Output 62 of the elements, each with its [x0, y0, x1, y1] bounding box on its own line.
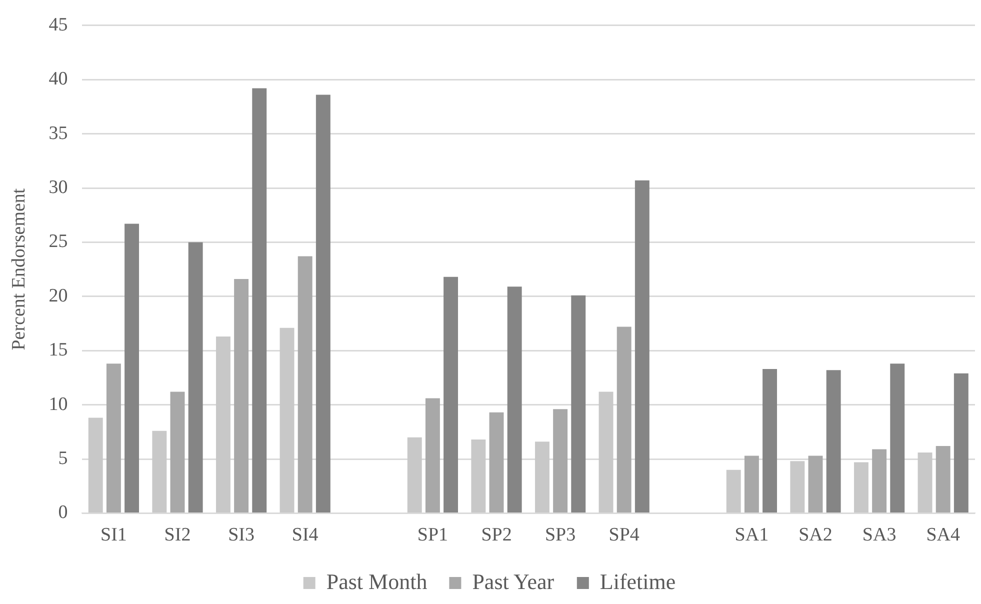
- bar: [936, 446, 950, 512]
- x-tick-label: SI1: [100, 524, 127, 546]
- y-tick-label: 45: [48, 14, 68, 36]
- y-tick-label: 0: [58, 502, 68, 524]
- bar: [188, 242, 203, 512]
- bar: [489, 412, 504, 512]
- y-tick-label: 40: [48, 68, 68, 90]
- bar: [598, 392, 614, 512]
- y-tick-label: 30: [48, 176, 68, 198]
- bar: [316, 94, 330, 512]
- bar: [507, 286, 522, 512]
- legend-label: Lifetime: [600, 568, 676, 594]
- bar: [252, 88, 267, 512]
- bar: [872, 449, 887, 512]
- bar: [298, 256, 312, 512]
- bar: [854, 462, 868, 512]
- bar: [106, 364, 121, 512]
- bar: [808, 456, 823, 512]
- bar: [425, 398, 440, 512]
- x-tick-label: SA3: [862, 524, 896, 546]
- bar: [954, 373, 968, 512]
- y-tick-label: 5: [58, 448, 68, 469]
- bar: [88, 418, 103, 512]
- x-tick-label: SP3: [544, 524, 576, 546]
- x-tick-label: SI2: [164, 524, 191, 546]
- bar: [553, 409, 568, 512]
- bar: [124, 224, 140, 512]
- bar: [234, 279, 249, 512]
- bar: [152, 430, 167, 512]
- y-tick-label: 20: [48, 285, 68, 306]
- bar: [616, 326, 632, 512]
- bar: [170, 392, 185, 512]
- bar: [634, 180, 650, 512]
- bar: [726, 470, 741, 512]
- bar: [790, 461, 805, 512]
- x-tick-label: SA2: [798, 524, 832, 546]
- bar: [762, 369, 778, 512]
- bar: [890, 364, 905, 512]
- legend-label: Past Month: [326, 568, 428, 594]
- x-tick-label: SP4: [608, 524, 640, 546]
- x-tick-label: SP2: [481, 524, 512, 546]
- x-tick-label: SA4: [926, 524, 960, 546]
- y-tick-label: 25: [48, 231, 68, 252]
- legend-label: Past Year: [472, 568, 555, 594]
- x-tick-label: SI4: [292, 524, 319, 546]
- bar: [826, 370, 841, 512]
- bar: [280, 328, 294, 512]
- x-tick-label: SP1: [417, 524, 448, 546]
- bar: [444, 276, 458, 512]
- y-tick-label: 10: [48, 394, 68, 415]
- y-tick-label: 15: [48, 340, 68, 361]
- bar: [571, 295, 586, 512]
- bar: [471, 439, 486, 512]
- bar: [744, 456, 759, 512]
- bar: [534, 442, 550, 512]
- x-tick-label: SA1: [734, 524, 769, 546]
- y-axis-title: Percent Endorsement: [8, 188, 30, 350]
- y-tick-label: 35: [48, 122, 68, 144]
- bar: [918, 452, 932, 512]
- bar: [407, 437, 422, 512]
- x-tick-label: SI3: [228, 524, 255, 546]
- bar: [216, 336, 230, 512]
